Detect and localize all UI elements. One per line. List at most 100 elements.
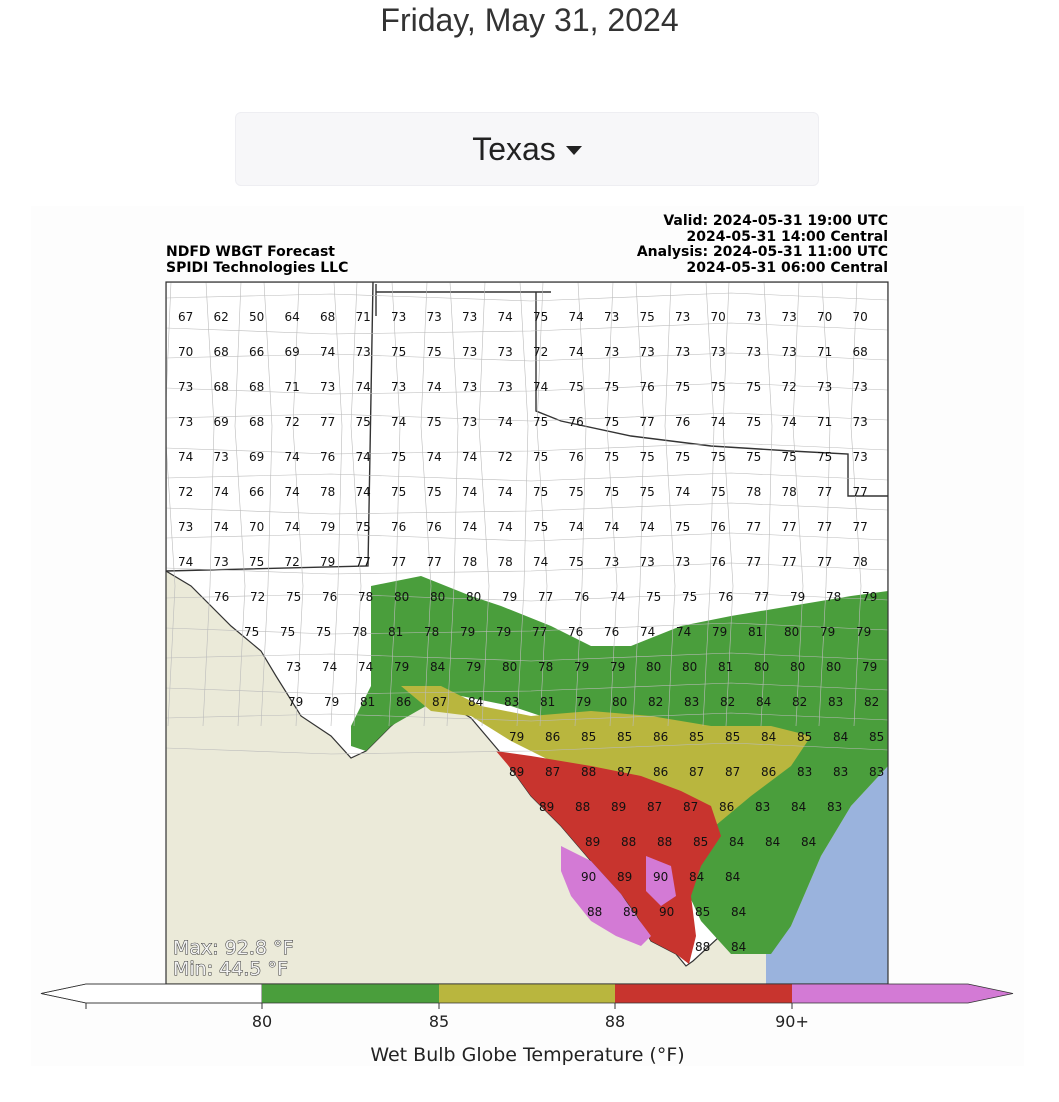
- colorbar: 80 85 88 90+: [40, 983, 1014, 1031]
- county-value: 81: [748, 625, 763, 639]
- county-value: 75: [249, 555, 264, 569]
- county-value: 80: [394, 590, 409, 604]
- region-dropdown[interactable]: Texas: [235, 112, 819, 186]
- county-value: 78: [320, 485, 335, 499]
- county-value: 74: [533, 555, 548, 569]
- county-value: 75: [675, 380, 690, 394]
- wbgt-forecast-map-figure: 67 62 50 64 68 71 73 73 73 74 75 74 73 75 73 70 73 73 70 70…: [31, 206, 1024, 1066]
- county-value: 80: [466, 590, 481, 604]
- county-value: 84: [468, 695, 483, 709]
- county-value: 73: [782, 345, 797, 359]
- county-value: 79: [466, 660, 481, 674]
- county-value: 73: [178, 380, 193, 394]
- county-value: 76: [640, 380, 655, 394]
- county-value: 73: [462, 345, 477, 359]
- county-value: 79: [862, 590, 877, 604]
- county-value: 78: [826, 590, 841, 604]
- county-value: 84: [833, 730, 848, 744]
- county-value: 77: [817, 555, 832, 569]
- county-value: 74: [676, 625, 691, 639]
- county-value: 85: [869, 730, 884, 744]
- county-value: 75: [356, 415, 371, 429]
- county-value: 88: [575, 800, 590, 814]
- county-value: 80: [502, 660, 517, 674]
- county-value: 84: [731, 905, 746, 919]
- county-value: 79: [574, 660, 589, 674]
- county-value: 76: [569, 415, 584, 429]
- county-value: 77: [427, 555, 442, 569]
- county-lines: [166, 282, 888, 755]
- county-value: 85: [725, 730, 740, 744]
- county-value: 74: [498, 485, 513, 499]
- county-value: 75: [533, 485, 548, 499]
- county-value: 67: [178, 310, 193, 324]
- county-value: 73: [320, 380, 335, 394]
- county-value: 84: [765, 835, 780, 849]
- county-value: 70: [711, 310, 726, 324]
- county-value: 88: [657, 835, 672, 849]
- county-value: 76: [391, 520, 406, 534]
- county-value: 75: [533, 415, 548, 429]
- county-value: 75: [533, 450, 548, 464]
- county-value: 74: [285, 450, 300, 464]
- county-value: 78: [352, 625, 367, 639]
- county-value: 87: [725, 765, 740, 779]
- county-value: 76: [711, 520, 726, 534]
- county-value: 73: [853, 380, 868, 394]
- county-value: 75: [640, 310, 655, 324]
- gulf-of-mexico: [766, 766, 888, 984]
- county-value: 68: [249, 380, 264, 394]
- county-value: 68: [214, 380, 229, 394]
- county-value: 86: [719, 800, 734, 814]
- county-value: 81: [360, 695, 375, 709]
- county-value: 84: [756, 695, 771, 709]
- county-value: 80: [612, 695, 627, 709]
- county-value: 68: [249, 415, 264, 429]
- county-value: 82: [864, 695, 879, 709]
- county-value: 79: [460, 625, 475, 639]
- county-value: 73: [604, 555, 619, 569]
- county-value: 76: [322, 590, 337, 604]
- county-value: 83: [797, 765, 812, 779]
- county-value: 85: [797, 730, 812, 744]
- county-value: 73: [214, 450, 229, 464]
- county-value: 88: [581, 765, 596, 779]
- county-value: 73: [214, 555, 229, 569]
- wbgt-80-85-zone: [351, 576, 888, 954]
- county-value: 79: [496, 625, 511, 639]
- county-value: 74: [320, 345, 335, 359]
- county-value: 85: [693, 835, 708, 849]
- region-dropdown-label: Texas: [472, 130, 556, 167]
- county-value: 75: [640, 450, 655, 464]
- county-value: 75: [711, 380, 726, 394]
- county-value: 76: [574, 590, 589, 604]
- county-value: 87: [689, 765, 704, 779]
- county-value: 75: [604, 415, 619, 429]
- analysis-central: 2024-05-31 06:00 Central: [686, 259, 888, 276]
- county-value: 74: [214, 520, 229, 534]
- county-value: 74: [178, 555, 193, 569]
- county-value: 73: [817, 380, 832, 394]
- county-value: 75: [427, 485, 442, 499]
- colorbar-bin: [439, 984, 615, 1003]
- county-value: 75: [533, 520, 548, 534]
- wbgt-90-plus-zone: [561, 846, 651, 946]
- county-value: 78: [358, 590, 373, 604]
- county-value: 68: [214, 345, 229, 359]
- county-value: 75: [427, 415, 442, 429]
- county-value: 79: [324, 695, 339, 709]
- max-value: Max: 92.8 °F: [173, 937, 294, 959]
- county-value: 73: [746, 345, 761, 359]
- county-value: 79: [610, 660, 625, 674]
- county-value: 74: [498, 520, 513, 534]
- county-value: 74: [569, 345, 584, 359]
- county-value: 76: [320, 450, 335, 464]
- county-value: 80: [784, 625, 799, 639]
- county-value: 79: [862, 660, 877, 674]
- county-value: 74: [356, 485, 371, 499]
- state-boundaries: [166, 282, 888, 572]
- county-value: 86: [653, 730, 668, 744]
- county-value: 74: [569, 310, 584, 324]
- county-value: 73: [498, 380, 513, 394]
- county-value: 85: [581, 730, 596, 744]
